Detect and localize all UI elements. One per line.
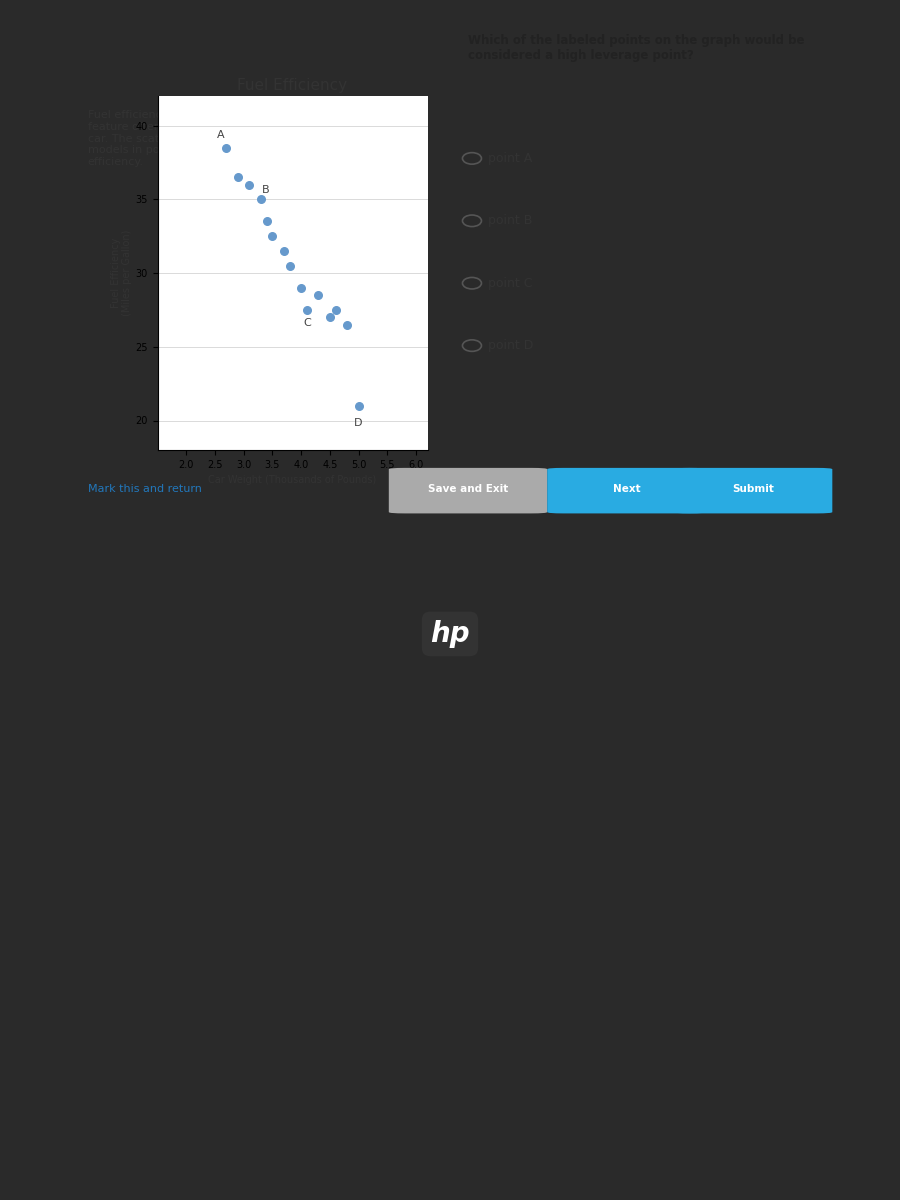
Text: Next: Next: [613, 484, 640, 494]
Point: [242, 175, 256, 194]
Text: hp: hp: [430, 620, 470, 648]
Text: Submit: Submit: [733, 484, 774, 494]
Text: Mark this and return: Mark this and return: [88, 484, 202, 494]
Point: [300, 300, 314, 319]
Point: [311, 286, 326, 305]
Point: [266, 227, 280, 246]
Point: [283, 256, 297, 275]
Point: [328, 300, 343, 319]
Point: [276, 241, 291, 260]
Text: point A: point A: [488, 152, 532, 164]
FancyBboxPatch shape: [389, 468, 547, 514]
Text: point B: point B: [488, 215, 532, 227]
Point: [230, 168, 245, 187]
FancyBboxPatch shape: [674, 468, 832, 514]
FancyBboxPatch shape: [547, 468, 706, 514]
Point: [254, 190, 268, 209]
X-axis label: Car Weight (Thousands of Pounds): Car Weight (Thousands of Pounds): [209, 475, 376, 485]
Text: point D: point D: [488, 340, 533, 352]
Text: Fuel efficiency, measured in miles per gallon, is a
feature often considered by : Fuel efficiency, measured in miles per g…: [88, 110, 397, 167]
Point: [259, 211, 274, 230]
Point: [294, 278, 309, 298]
Text: Save and Exit: Save and Exit: [428, 484, 508, 494]
Title: Fuel Efficiency: Fuel Efficiency: [238, 78, 347, 94]
Text: Which of the labeled points on the graph would be
considered a high leverage poi: Which of the labeled points on the graph…: [468, 34, 805, 61]
Text: D: D: [355, 418, 363, 428]
Point: [220, 138, 234, 157]
Y-axis label: Fuel Efficiency
(Miles per Gallon): Fuel Efficiency (Miles per Gallon): [111, 230, 132, 316]
Point: [351, 396, 365, 415]
Text: point C: point C: [488, 277, 532, 289]
Point: [322, 307, 337, 326]
Text: B: B: [262, 185, 269, 194]
Text: A: A: [217, 131, 224, 140]
Point: [340, 316, 355, 335]
Text: C: C: [303, 318, 310, 328]
